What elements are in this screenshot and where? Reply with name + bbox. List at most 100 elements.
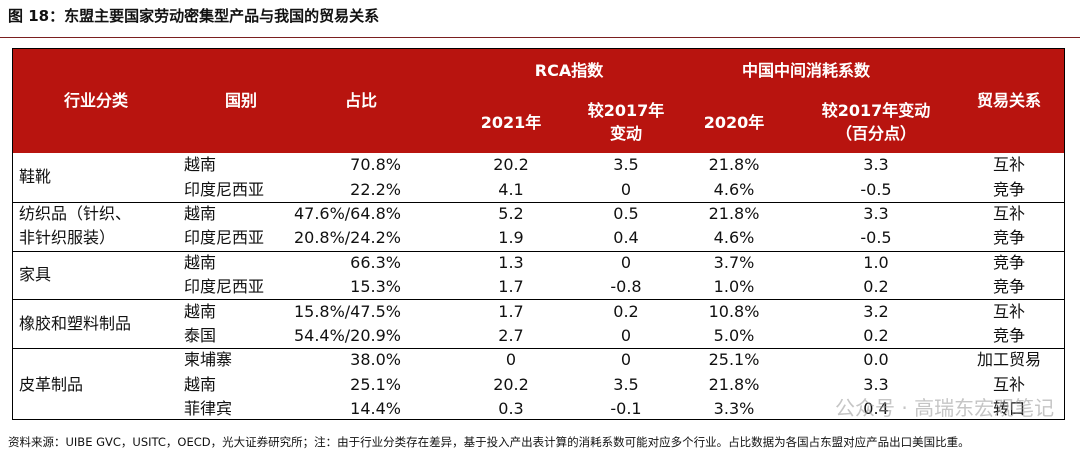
header-cell: 国别 [224, 91, 258, 110]
table-cell: 竞争 [992, 179, 1026, 199]
table-cell: 70.8% [350, 155, 401, 175]
table-cell: 4.1 [498, 179, 524, 199]
table-cell: 菲律宾 [184, 399, 233, 419]
table-cell: 1.0 [863, 252, 889, 272]
table-cell: 0 [505, 350, 517, 370]
table-cell: 泰国 [184, 326, 217, 345]
table-cell: 47.6%/64.8% [293, 204, 401, 223]
table-cell: 0.4 [613, 228, 639, 248]
header-cell: RCA指数 [534, 61, 604, 80]
table-cell: 21.8% [708, 374, 760, 394]
table-cell: 3.2 [863, 301, 889, 321]
table-cell: 22.2% [350, 179, 401, 199]
table-cell: 0.3 [498, 399, 524, 419]
table-cell: 印度尼西亚 [184, 179, 265, 199]
table: 行业分类 国别 占比 RCA指数 中国中间消耗系数贸易关系 2021年 较2017年 变动 20… [12, 48, 1065, 420]
table-cell: 越南 [184, 374, 217, 394]
table-cell: 1.3 [498, 252, 524, 272]
header-cell: 2021年 [480, 113, 542, 132]
table-cell: 转口 [992, 399, 1026, 419]
table-cell: 1.7 [498, 301, 524, 321]
table-cell: 4.6% [713, 179, 755, 199]
table-cell: 0.5 [613, 204, 639, 223]
industry-cell: 橡胶和塑料制品 [19, 313, 132, 333]
table-cell: 2.7 [498, 326, 524, 345]
title-rule [0, 37, 1080, 38]
table-cell: 互补 [992, 155, 1026, 175]
table-cell: 14.4% [350, 399, 401, 419]
table-cell: 加工贸易 [976, 350, 1042, 370]
table-cell: 竞争 [992, 252, 1026, 272]
table-cell: 竞争 [992, 228, 1026, 248]
table-cell: 0.2 [863, 277, 889, 297]
table-cell: 1.7 [498, 277, 524, 297]
table-cell: 4.6% [713, 228, 755, 248]
table-cell: 20.8%/24.2% [293, 228, 401, 248]
table-cell: 1.0% [713, 277, 755, 297]
title: 图 18：东盟主要国家劳动密集型产品与我国的贸易关系 [8, 7, 380, 25]
table-cell: 21.8% [708, 204, 760, 223]
header-cell: （百分点） [835, 124, 917, 143]
table-cell: 0 [620, 179, 632, 199]
table-cell: 互补 [992, 374, 1026, 394]
table-cell: 0 [620, 326, 632, 345]
table-cell: 3.3 [863, 155, 889, 175]
footnote: 资料来源：UIBE GVC，USITC，OECD，光大证券研究所；注：由于行业分… [8, 435, 970, 449]
table-cell: 38.0% [350, 350, 401, 370]
table-cell: -0.1 [610, 399, 642, 419]
table-cell: 3.5 [613, 374, 639, 394]
table-cell: 越南 [184, 301, 217, 321]
table-cell: 1.9 [498, 228, 524, 248]
table-cell: 15.8%/47.5% [293, 301, 401, 321]
table-cell: 21.8% [708, 155, 760, 175]
industry-cell: 鞋靴 [19, 167, 52, 187]
table-cell: 互补 [992, 301, 1026, 321]
table-cell: 越南 [184, 155, 217, 175]
header-cell: 变动 [609, 124, 643, 143]
table-cell: -0.5 [860, 228, 892, 248]
table-cell: 3.7% [713, 252, 755, 272]
group-rule [13, 299, 1064, 301]
table-cell: 3.3 [863, 374, 889, 394]
table-cell: 20.2 [493, 155, 529, 175]
table-cell: 66.3% [350, 252, 401, 272]
table-cell: 柬埔寨 [184, 350, 233, 370]
header-cell: 中国中间消耗系数 [741, 61, 871, 80]
table-cell: 10.8% [708, 301, 760, 321]
table-cell: 25.1% [708, 350, 760, 370]
table-cell: 5.0% [713, 326, 755, 345]
table-cell: 5.2 [498, 204, 524, 223]
table-cell: 3.3 [863, 204, 889, 223]
table-cell: 0.4 [863, 399, 889, 419]
group-rule [13, 201, 1064, 203]
table-cell: 54.4%/20.9% [293, 326, 401, 345]
header-cell: 较2017年 [587, 101, 665, 120]
table-cell: 竞争 [992, 326, 1026, 345]
header-band [13, 49, 1064, 153]
table-cell: 互补 [992, 204, 1026, 223]
group-rule [13, 348, 1064, 350]
watermark: 公众号 · 高瑞东宏观笔记 [835, 396, 1055, 420]
table-cell: 0 [620, 252, 632, 272]
table-cell: 越南 [184, 204, 217, 223]
table-cell: 印度尼西亚 [184, 228, 265, 248]
industry-cell: 家具 [19, 265, 52, 284]
table-cell: 25.1% [350, 374, 401, 394]
table-cell: 0.2 [863, 326, 889, 345]
header-cell: 较2017年变动 [821, 101, 931, 120]
header-cell: 占比 [344, 91, 378, 110]
header-cell: 行业分类 [63, 91, 129, 110]
table-cell: 3.3% [713, 399, 755, 419]
table-cell: 20.2 [493, 374, 529, 394]
table-cell: 3.5 [613, 155, 639, 175]
header-cell: 2020年 [703, 113, 765, 132]
table-cell: -0.5 [860, 179, 892, 199]
industry-cell: 皮革制品 [19, 374, 84, 394]
industry-cell: 非针织服装） [19, 228, 116, 248]
table-cell: 印度尼西亚 [184, 277, 265, 297]
table-cell: 15.3% [350, 277, 401, 297]
table-cell: 越南 [184, 252, 217, 272]
table-cell: 0.2 [613, 301, 639, 321]
header-cell: 贸易关系 [976, 91, 1042, 110]
